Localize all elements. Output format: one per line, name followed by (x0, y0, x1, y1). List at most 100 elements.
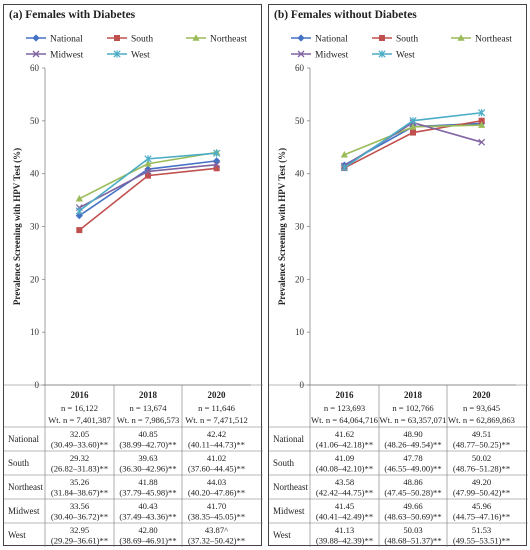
legend-item: West (107, 50, 150, 61)
table-cell-estimate: 32.05 (70, 429, 89, 439)
table-cell-ci: (48.63–50.69)** (384, 512, 441, 522)
x-tick-label: 2016 (336, 390, 355, 400)
marker-star (213, 149, 221, 157)
table-cell-estimate: 47.78 (403, 453, 422, 463)
marker-diamond (213, 157, 221, 165)
y-axis-label: Prevalence Screening with HPV Test (%) (277, 148, 287, 305)
table-cell-estimate: 29.32 (70, 453, 89, 463)
table-cell-ci: (37.49–43.36)** (119, 512, 176, 522)
y-axis-label: Prevalence Screening with HPV Test (%) (12, 148, 22, 305)
table-cell-ci: (41.06–42.18)** (316, 440, 373, 450)
table-cell-ci: (30.40–36.72)** (51, 512, 108, 522)
table-row-label: Northeast (8, 482, 43, 492)
panel-females-with-diabetes: (a) Females with Diabetes National South N… (3, 4, 263, 547)
table-cell-ci: (48.26–49.54)** (384, 440, 441, 450)
marker-square (379, 35, 385, 41)
table-cell-ci: (48.76–51.28)** (453, 464, 510, 474)
table-cell-estimate: 41.70 (207, 501, 226, 511)
table-cell-estimate: 41.62 (335, 429, 354, 439)
table-cell-estimate: 41.09 (335, 453, 354, 463)
marker-square (76, 227, 83, 234)
marker-x (144, 167, 152, 175)
table-row-label: Midwest (273, 506, 305, 516)
legend-label: West (396, 51, 415, 61)
table-cell-ci: (48.77–50.25)** (453, 440, 510, 450)
table-cell-ci: (29.29–36.61)** (51, 536, 108, 546)
table-cell-ci: (47.45–50.28)** (384, 488, 441, 498)
marker-star (340, 164, 348, 172)
table-row-label: West (8, 530, 26, 540)
sample-size: n = 16,122 (61, 403, 98, 413)
marker-triangle (457, 34, 465, 41)
sample-size: n = 11,646 (198, 403, 235, 413)
y-tick-label: 20 (30, 274, 40, 284)
weighted-sample-size: Wt. n = 63,357,071 (380, 415, 447, 425)
weighted-sample-size: Wt. n = 7,986,573 (117, 415, 180, 425)
series-northeast (340, 121, 486, 158)
legend-label: Northeast (210, 35, 247, 45)
legend-item: Midwest (26, 51, 84, 61)
table-cell-ci: (37.79–45.98)** (119, 488, 176, 498)
legend-item: Northeast (186, 34, 247, 45)
table-cell-estimate: 51.53 (472, 525, 491, 535)
marker-star (75, 207, 83, 215)
legend-label: Midwest (315, 51, 349, 61)
table-cell-estimate: 42.80 (138, 525, 157, 535)
table-cell-estimate: 50.02 (472, 453, 491, 463)
legend-label: South (396, 35, 418, 45)
table-row-label: National (8, 434, 39, 444)
table-cell-estimate: 49.51 (472, 429, 491, 439)
table-cell-estimate: 41.45 (335, 501, 354, 511)
table-cell-ci: (40.11–44.73)** (188, 440, 245, 450)
table-cell-estimate: 40.43 (138, 501, 157, 511)
table-cell-ci: (40.08–42.10)** (316, 464, 373, 474)
series-west (340, 109, 486, 172)
table-cell-ci: (40.20–47.86)** (188, 488, 245, 498)
y-tick-label: 10 (30, 327, 40, 337)
legend-label: Northeast (475, 35, 512, 45)
marker-triangle (409, 123, 417, 130)
table-cell-estimate: 45.96 (472, 501, 492, 511)
table-cell-ci: (38.35–45.05)** (188, 512, 245, 522)
legend-label: National (50, 35, 83, 45)
table-cell-estimate: 49.20 (472, 477, 491, 487)
table-cell-ci: (39.88–42.39)** (316, 536, 373, 546)
legend-item: Northeast (451, 34, 512, 45)
series-midwest (75, 161, 221, 212)
weighted-sample-size: Wt. n = 64,064,716 (311, 415, 379, 425)
y-tick-label: 50 (30, 116, 40, 126)
marker-triangle (340, 150, 348, 158)
table-cell-estimate: 48.86 (403, 477, 423, 487)
marker-diamond (32, 34, 40, 42)
marker-triangle (478, 121, 486, 128)
marker-diamond (75, 212, 83, 220)
table-cell-estimate: 43.87^ (205, 525, 228, 535)
table-row-label: West (273, 530, 291, 540)
panel-title: (a) Females with Diabetes (9, 9, 136, 21)
marker-x (478, 138, 486, 146)
table-cell-ci: (47.99–50.42)** (453, 488, 510, 498)
table-cell-estimate: 40.85 (138, 429, 157, 439)
table-cell-estimate: 49.66 (403, 501, 423, 511)
x-tick-label: 2020 (208, 390, 227, 400)
table-cell-ci: (36.30–42.96)** (119, 464, 176, 474)
table-cell-estimate: 48.90 (403, 429, 422, 439)
marker-star (378, 50, 386, 58)
marker-square (410, 129, 416, 136)
marker-star (113, 50, 121, 58)
table-cell-estimate: 41.13 (335, 525, 354, 535)
legend-item: South (107, 35, 153, 45)
series-south (76, 165, 220, 234)
marker-square (145, 172, 151, 179)
marker-star (144, 155, 152, 163)
marker-triangle (75, 194, 83, 202)
marker-square (213, 165, 220, 172)
sample-size: n = 102,766 (392, 403, 434, 413)
marker-square (114, 35, 120, 41)
table-cell-ci: (37.60–44.45)** (188, 464, 245, 474)
table-cell-estimate: 41.02 (207, 453, 226, 463)
marker-triangle (144, 159, 152, 167)
table-cell-ci: (42.42–44.75)** (316, 488, 373, 498)
